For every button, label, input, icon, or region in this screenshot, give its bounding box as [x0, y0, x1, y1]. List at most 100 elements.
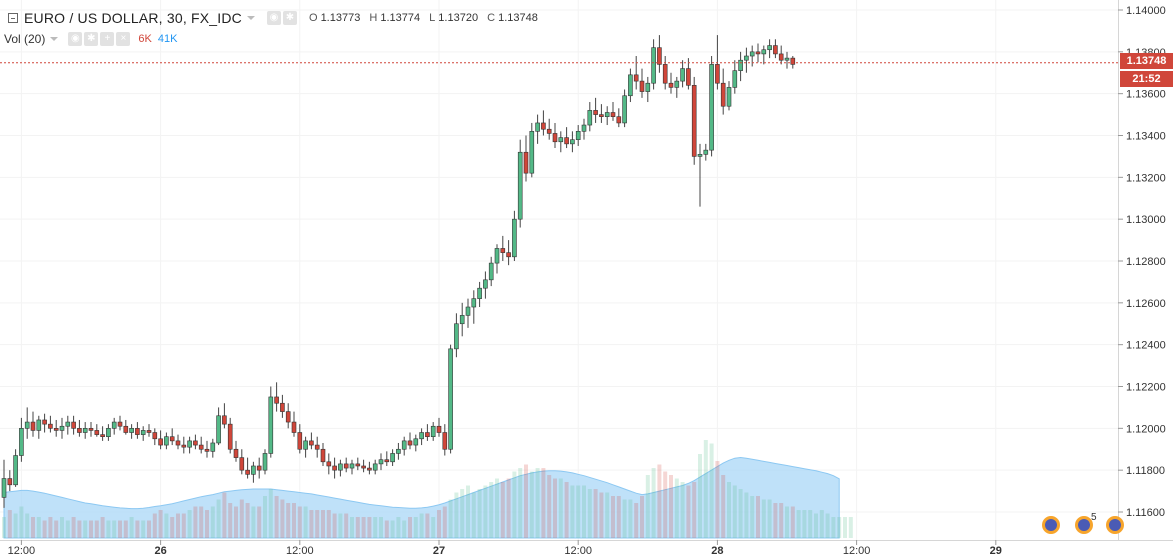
- volume-bar: [796, 510, 801, 538]
- candle: [233, 440, 239, 462]
- time-axis[interactable]: 12:00 26 12:00 27 12:00 28 12:00 29: [8, 540, 1002, 557]
- candle: [662, 56, 668, 90]
- candle: [378, 453, 384, 471]
- close-icon[interactable]: ×: [116, 32, 131, 46]
- volume-bar: [13, 513, 18, 538]
- candle-body: [24, 421, 30, 429]
- volume-bar: [338, 513, 343, 538]
- symbol-title[interactable]: EURO / US DOLLAR, 30, FX_IDC: [24, 10, 242, 26]
- volume-bar: [292, 503, 296, 538]
- candle-body: [94, 430, 100, 435]
- candle: [285, 403, 291, 429]
- ohlc-values: O 1.13773 H 1.13774 L 1.13720 C 1.13748: [309, 12, 544, 24]
- candle: [332, 457, 337, 479]
- candle-body: [303, 440, 308, 450]
- volume-bar: [454, 492, 459, 538]
- candle: [552, 122, 558, 149]
- candle-body: [778, 53, 784, 61]
- candle-body: [483, 279, 488, 289]
- volume-bar: [2, 517, 6, 538]
- eye-icon[interactable]: ◉: [267, 11, 281, 25]
- candle: [123, 419, 129, 435]
- candle: [541, 110, 546, 136]
- candle-body: [726, 87, 732, 107]
- candle-body: [169, 436, 175, 442]
- volume-bar: [558, 478, 563, 538]
- candle: [187, 436, 192, 454]
- volume-bar: [721, 475, 726, 538]
- volume-bar: [303, 506, 308, 538]
- collapse-legend-icon[interactable]: [8, 13, 18, 23]
- candle: [169, 428, 175, 446]
- candle-body: [674, 80, 680, 88]
- volume-bar: [651, 468, 656, 538]
- eye-icon[interactable]: ◉: [68, 32, 83, 46]
- gear-icon[interactable]: ✱: [283, 11, 297, 25]
- volume-bar: [593, 489, 598, 538]
- volume-bar: [825, 513, 830, 538]
- candle-body: [355, 463, 361, 467]
- volume-ma-line: [3, 456, 840, 539]
- candle-body: [59, 425, 65, 431]
- event-badge-icon[interactable]: [1106, 516, 1124, 534]
- candle: [338, 459, 343, 477]
- candle-body: [245, 469, 250, 475]
- candle: [355, 457, 361, 471]
- candle: [361, 459, 366, 473]
- indicator-dropdown-icon[interactable]: [50, 37, 59, 41]
- event-badge-icon[interactable]: [1042, 516, 1060, 534]
- candle: [77, 419, 82, 437]
- low-label: L: [429, 12, 436, 24]
- candle: [570, 131, 575, 153]
- volume-bar: [199, 506, 204, 538]
- candle-body: [123, 425, 129, 433]
- candle-body: [720, 82, 726, 107]
- volume-bar: [541, 468, 546, 538]
- candle: [657, 35, 662, 73]
- event-badge-count: 5: [1091, 512, 1097, 523]
- candle: [622, 89, 627, 128]
- candle: [251, 461, 256, 483]
- volume-bar: [361, 517, 366, 538]
- add-icon[interactable]: +: [100, 32, 115, 46]
- candle: [390, 449, 395, 466]
- price-axis[interactable]: 1.140001.138001.136001.134001.132001.130…: [1118, 5, 1166, 519]
- volume-bar: [408, 517, 412, 538]
- candle-body: [111, 421, 117, 429]
- candle-body: [610, 112, 616, 117]
- candle-body: [593, 110, 598, 115]
- candle-body: [1, 478, 7, 498]
- volume-bar: [77, 520, 82, 538]
- volume-ma-value: 41K: [157, 33, 178, 45]
- time-tick-label: 26: [154, 545, 166, 557]
- volume-bar: [547, 475, 552, 538]
- candle: [442, 424, 448, 456]
- volume-bar: [605, 492, 610, 538]
- volume-indicator-name[interactable]: Vol (20): [4, 32, 46, 46]
- candle: [1, 459, 7, 508]
- candle-body: [657, 47, 662, 65]
- candle-body: [262, 453, 268, 471]
- volume-bar: [152, 513, 157, 538]
- volume-bar: [715, 461, 720, 538]
- volume-bar: [448, 499, 453, 538]
- candle-body: [280, 402, 285, 412]
- volume-bar: [176, 513, 180, 538]
- candle: [575, 125, 581, 146]
- candle: [181, 436, 187, 454]
- candle: [193, 434, 198, 450]
- candle-body: [88, 428, 94, 431]
- gear-icon[interactable]: ✱: [84, 32, 99, 46]
- candle-body: [106, 428, 111, 438]
- candle: [668, 72, 674, 94]
- price-tick-label: 1.12200: [1126, 382, 1166, 394]
- candle-body: [198, 444, 204, 450]
- candle: [639, 68, 645, 98]
- volume-bar: [94, 520, 99, 538]
- volume-bar: [315, 510, 320, 538]
- symbol-dropdown-icon[interactable]: [247, 16, 255, 20]
- volume-bar: [518, 468, 523, 538]
- event-badge-icon[interactable]: [1075, 516, 1093, 534]
- candle-body: [784, 57, 790, 61]
